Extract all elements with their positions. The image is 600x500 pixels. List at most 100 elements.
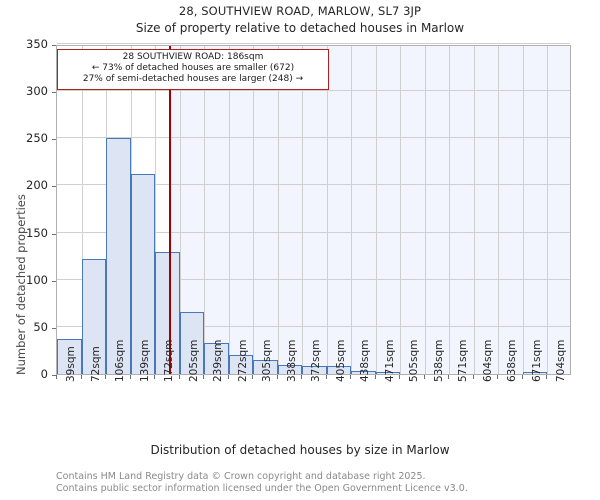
horizontal-gridline bbox=[57, 325, 570, 327]
page-title: 28, SOUTHVIEW ROAD, MARLOW, SL7 3JP bbox=[178, 4, 422, 18]
vertical-gridline bbox=[229, 46, 230, 374]
vertical-gridline bbox=[474, 46, 475, 374]
vertical-gridline bbox=[376, 46, 377, 374]
vertical-gridline bbox=[253, 46, 254, 374]
vertical-gridline bbox=[400, 46, 401, 374]
footer-attribution: Contains HM Land Registry data © Crown c… bbox=[56, 471, 468, 494]
x-tick-label: 405sqm bbox=[334, 339, 347, 382]
y-tick-mark bbox=[52, 280, 56, 282]
histogram-bar bbox=[277, 364, 303, 374]
histogram-bar bbox=[57, 339, 82, 374]
vertical-gridline bbox=[327, 46, 328, 374]
histogram-bar bbox=[130, 174, 156, 374]
y-tick-label: 100 bbox=[26, 272, 48, 287]
histogram-bar bbox=[351, 371, 376, 374]
x-tick-mark bbox=[227, 375, 229, 379]
vertical-gridline bbox=[180, 46, 181, 374]
histogram-bar bbox=[228, 355, 254, 374]
footer-line-1: Contains HM Land Registry data © Crown c… bbox=[56, 471, 426, 482]
x-tick-mark bbox=[203, 375, 205, 379]
vertical-gridline bbox=[523, 46, 524, 374]
y-tick-mark bbox=[52, 92, 56, 94]
x-tick-mark bbox=[105, 375, 107, 379]
x-tick-label: 72sqm bbox=[89, 346, 102, 382]
x-tick-mark bbox=[178, 375, 180, 379]
histogram-bar bbox=[522, 372, 548, 374]
property-annotation-box: 28 SOUTHVIEW ROAD: 186sqm ← 73% of detac… bbox=[57, 49, 329, 90]
x-tick-mark bbox=[423, 375, 425, 379]
horizontal-gridline bbox=[57, 43, 570, 44]
x-tick-mark bbox=[56, 375, 57, 379]
x-tick-label: 272sqm bbox=[236, 339, 249, 382]
x-tick-mark bbox=[374, 375, 376, 379]
histogram-bar bbox=[375, 372, 401, 374]
x-tick-label: 239sqm bbox=[212, 339, 225, 382]
annotation-line-2: ← 73% of detached houses are smaller (67… bbox=[91, 63, 295, 74]
histogram-bar bbox=[326, 366, 352, 374]
plot-area bbox=[56, 43, 571, 375]
histogram-bar bbox=[253, 359, 278, 374]
x-tick-mark bbox=[252, 375, 254, 379]
y-tick-label: 300 bbox=[26, 84, 48, 99]
x-tick-label: 106sqm bbox=[114, 339, 127, 382]
x-tick-label: 471sqm bbox=[383, 339, 396, 382]
x-tick-label: 305sqm bbox=[261, 339, 274, 382]
horizontal-gridline bbox=[57, 137, 570, 139]
x-tick-label: 205sqm bbox=[187, 339, 200, 382]
x-tick-label: 338sqm bbox=[285, 339, 298, 382]
y-tick-label: 50 bbox=[33, 319, 48, 334]
x-tick-label: 139sqm bbox=[138, 339, 151, 382]
x-tick-mark bbox=[154, 375, 156, 379]
x-tick-label: 571sqm bbox=[457, 339, 470, 382]
y-tick-mark bbox=[52, 327, 56, 329]
histogram-bar bbox=[302, 365, 327, 374]
vertical-gridline bbox=[302, 46, 303, 374]
x-tick-label: 372sqm bbox=[310, 339, 323, 382]
histogram-bar bbox=[106, 138, 131, 374]
x-tick-label: 505sqm bbox=[408, 339, 421, 382]
horizontal-gridline bbox=[57, 278, 570, 280]
x-tick-mark bbox=[521, 375, 523, 379]
x-tick-mark bbox=[301, 375, 303, 379]
vertical-gridline bbox=[278, 46, 279, 374]
y-tick-label: 200 bbox=[26, 178, 48, 193]
x-tick-mark bbox=[325, 375, 327, 379]
x-tick-mark bbox=[497, 375, 499, 379]
x-tick-mark bbox=[546, 375, 548, 379]
x-tick-label: 39sqm bbox=[65, 346, 77, 382]
property-marker-line bbox=[168, 46, 171, 374]
vertical-gridline bbox=[155, 46, 156, 374]
x-tick-mark bbox=[80, 375, 82, 379]
x-tick-mark bbox=[350, 375, 352, 379]
histogram-bar bbox=[81, 258, 107, 374]
x-tick-mark bbox=[276, 375, 278, 379]
y-tick-label: 0 bbox=[40, 367, 48, 381]
histogram-bar bbox=[204, 342, 229, 374]
vertical-gridline bbox=[351, 46, 352, 374]
histogram-bar bbox=[179, 311, 205, 374]
x-tick-mark bbox=[448, 375, 450, 379]
horizontal-gridline bbox=[57, 184, 570, 186]
y-tick-label: 150 bbox=[26, 225, 48, 240]
x-tick-mark bbox=[399, 375, 401, 379]
x-tick-mark bbox=[129, 375, 131, 379]
horizontal-gridline bbox=[57, 231, 570, 233]
y-tick-mark bbox=[52, 139, 56, 141]
vertical-gridline bbox=[425, 46, 426, 374]
annotation-line-1: 28 SOUTHVIEW ROAD: 186sqm bbox=[122, 52, 264, 62]
x-axis-title: Distribution of detached houses by size … bbox=[150, 443, 450, 457]
y-tick-label: 250 bbox=[26, 131, 48, 146]
chart-subtitle: Size of property relative to detached ho… bbox=[135, 21, 465, 35]
x-tick-label: 671sqm bbox=[530, 339, 543, 382]
horizontal-gridline bbox=[57, 90, 570, 92]
x-tick-label: 604sqm bbox=[481, 339, 494, 382]
x-tick-label: 438sqm bbox=[359, 339, 372, 382]
y-tick-mark bbox=[52, 45, 56, 46]
vertical-gridline bbox=[498, 46, 499, 374]
y-tick-mark bbox=[52, 375, 56, 376]
histogram-bar bbox=[155, 252, 180, 374]
x-tick-mark bbox=[472, 375, 474, 379]
vertical-gridline bbox=[547, 46, 548, 374]
annotation-line-3: 27% of semi-detached houses are larger (… bbox=[82, 74, 304, 85]
y-tick-label: 350 bbox=[26, 37, 48, 51]
